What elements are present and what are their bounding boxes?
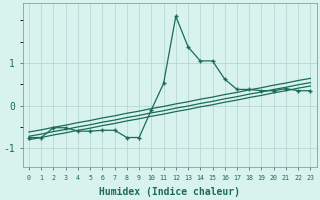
X-axis label: Humidex (Indice chaleur): Humidex (Indice chaleur) (99, 186, 240, 197)
